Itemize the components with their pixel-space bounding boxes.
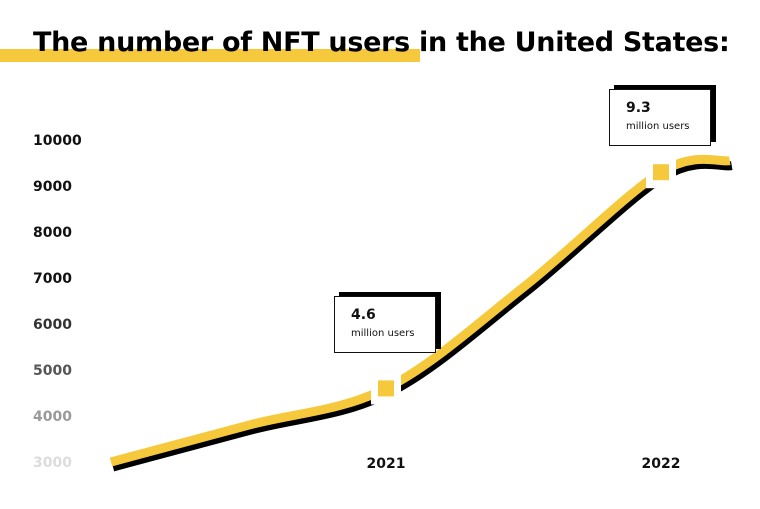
callout-2021: 4.6 million users <box>334 296 436 353</box>
y-tick-label: 10000 <box>33 133 82 149</box>
y-tick-label: 3000 <box>33 455 72 471</box>
y-tick-label: 8000 <box>33 225 72 241</box>
y-tick-label: 6000 <box>33 317 72 333</box>
x-tick-label: 2021 <box>367 456 406 472</box>
data-point-markers <box>371 156 676 405</box>
y-tick-label: 5000 <box>33 363 72 379</box>
data-point-marker-2021 <box>378 380 394 397</box>
callout-value: 4.6 <box>351 307 376 323</box>
data-point-marker-2022 <box>653 164 669 181</box>
callout-2022: 9.3 million users <box>609 89 711 146</box>
chart-title: The number of NFT users in the United St… <box>33 27 730 58</box>
callout-value: 9.3 <box>626 100 651 116</box>
y-tick-label: 4000 <box>33 409 72 425</box>
title-highlight-bar <box>0 49 420 62</box>
callout-unit: million users <box>626 121 690 132</box>
y-tick-label: 7000 <box>33 271 72 287</box>
y-axis: 10000 9000 8000 7000 6000 5000 4000 3000 <box>33 133 82 471</box>
x-tick-label: 2022 <box>642 456 681 472</box>
x-axis: 2021 2022 <box>367 456 681 472</box>
y-tick-label: 9000 <box>33 179 72 195</box>
callout-unit: million users <box>351 328 415 339</box>
